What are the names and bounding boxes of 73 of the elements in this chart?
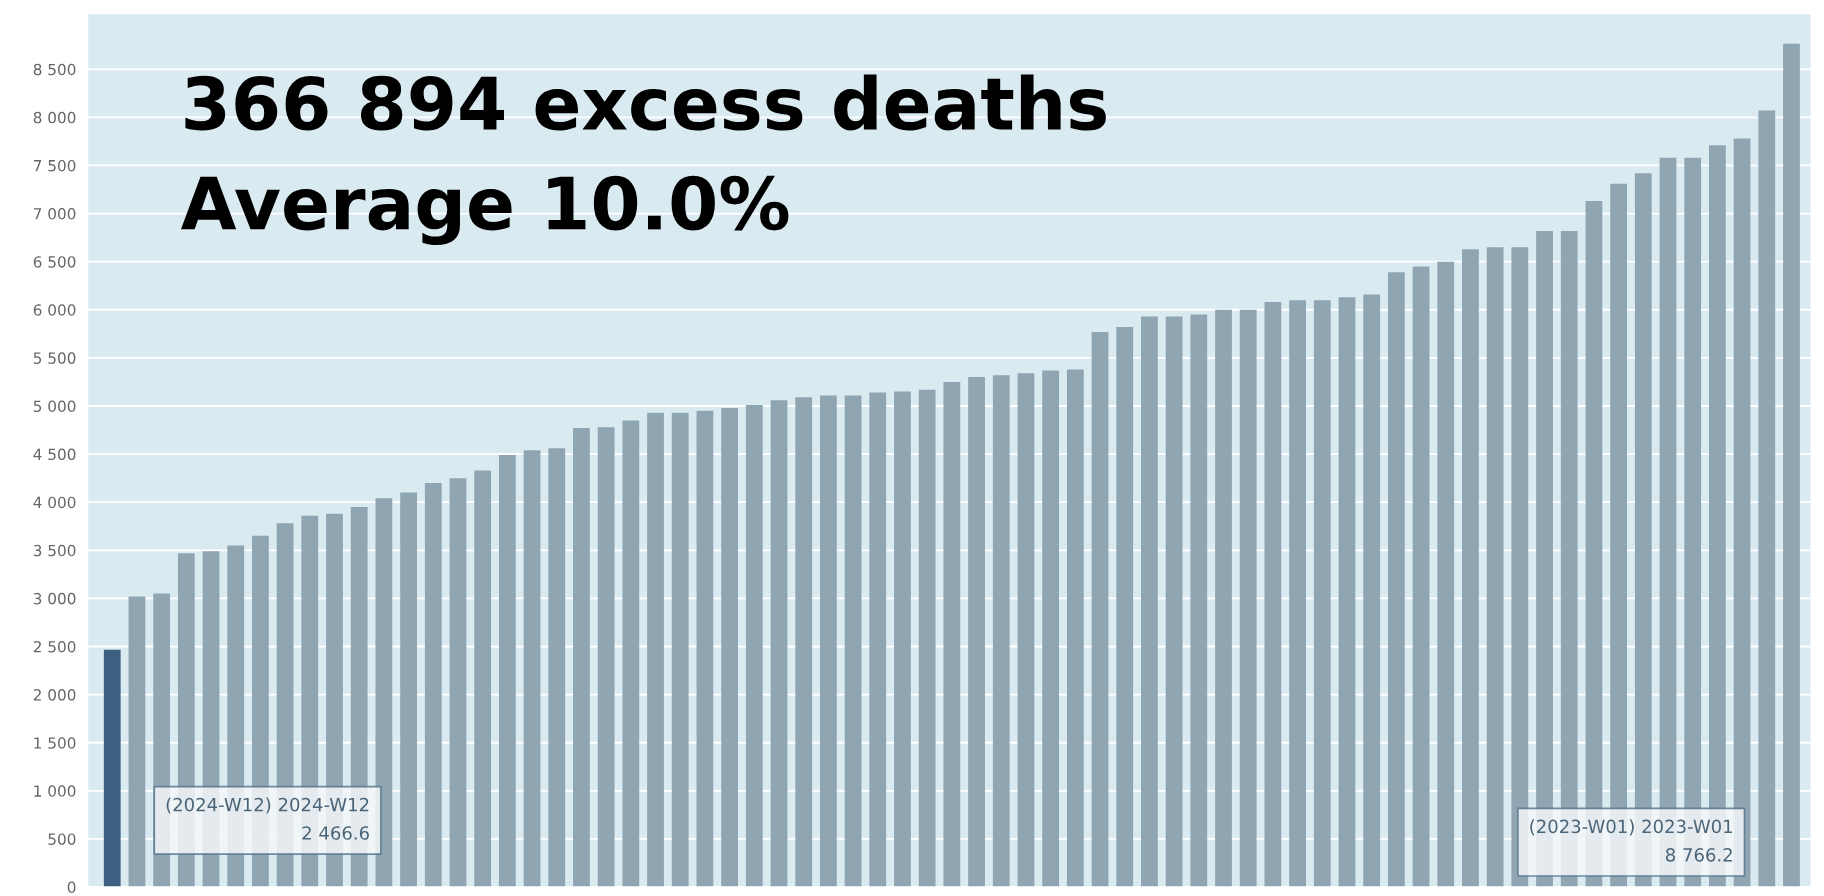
- bar: [498, 455, 516, 888]
- bar: [1239, 309, 1257, 888]
- bar: [1264, 302, 1282, 888]
- bar: [869, 392, 887, 888]
- bar: [1511, 247, 1529, 888]
- bar: [1141, 316, 1158, 888]
- bar: [1758, 110, 1776, 888]
- bar: [844, 395, 862, 888]
- bar: [1066, 369, 1084, 888]
- y-tick-label: 1 000: [34, 785, 76, 797]
- bar: [1190, 314, 1208, 888]
- y-tick-label: 2 000: [33, 689, 76, 701]
- bar: [1462, 249, 1479, 888]
- bar: [894, 391, 911, 888]
- y-tick-label: 6 500: [33, 256, 76, 268]
- bar: [1116, 327, 1134, 888]
- text: Average 10.0%: [180, 175, 789, 245]
- bar: [671, 412, 689, 888]
- bar: [1165, 316, 1183, 888]
- bar: [375, 498, 393, 888]
- bar: [548, 448, 566, 888]
- y-tick-label: 3 000: [33, 592, 76, 605]
- bar: [968, 377, 985, 888]
- bar: [1363, 294, 1381, 888]
- bar: [1313, 300, 1331, 888]
- bar: [103, 649, 121, 888]
- bar: [400, 492, 417, 888]
- y-tick-label: 6 000: [33, 304, 76, 316]
- bar: [745, 405, 763, 888]
- bar: [597, 427, 615, 888]
- y-tick-label: 7 500: [33, 159, 76, 172]
- bar: [622, 420, 640, 888]
- y-tick-label: 0: [67, 881, 76, 894]
- bar: [819, 395, 837, 888]
- y-tick-label: 3 500: [33, 544, 76, 557]
- bar: [992, 375, 1010, 888]
- y-tick-label: 8 500: [33, 63, 76, 76]
- bar: [1017, 373, 1035, 888]
- bar: [1783, 43, 1800, 888]
- bar: [647, 412, 664, 888]
- y-tick-label: 8 000: [33, 111, 76, 124]
- bar: [795, 397, 813, 888]
- annotation: (2023-W01) 2023-W01 8 766.2: [1530, 819, 1732, 862]
- bar: [721, 407, 739, 888]
- bar: [1042, 370, 1060, 888]
- bar: [1437, 261, 1455, 888]
- bar: [918, 389, 936, 888]
- bar: [1091, 331, 1109, 888]
- bar: [1215, 309, 1232, 888]
- y-tick-label: 2 500: [33, 640, 76, 653]
- y-tick-label: 5 000: [33, 400, 76, 412]
- bar: [424, 482, 442, 888]
- text: 366 894 excess deaths: [185, 74, 1106, 131]
- bar: [1338, 297, 1356, 888]
- y-tick-label: 1 500: [34, 737, 76, 749]
- bar: [523, 450, 541, 888]
- bar: [573, 428, 590, 888]
- y-tick-label: 4 500: [33, 448, 76, 461]
- bar: [1387, 272, 1405, 888]
- bar: [943, 381, 961, 888]
- bar: [1486, 247, 1504, 888]
- y-tick-label: 500: [48, 833, 76, 845]
- bar: [696, 410, 714, 888]
- annotation: (2024-W12) 2024-W12 2 466.6: [166, 797, 369, 840]
- bar: [474, 470, 492, 888]
- y-tick-label: 4 000: [33, 496, 76, 509]
- bar: [449, 478, 467, 888]
- bar: [1412, 266, 1430, 888]
- bar: [128, 596, 146, 888]
- bar: [770, 400, 788, 888]
- y-tick-label: 7 000: [33, 208, 76, 220]
- y-tick-label: 5 500: [33, 352, 76, 364]
- bar: [1289, 300, 1306, 888]
